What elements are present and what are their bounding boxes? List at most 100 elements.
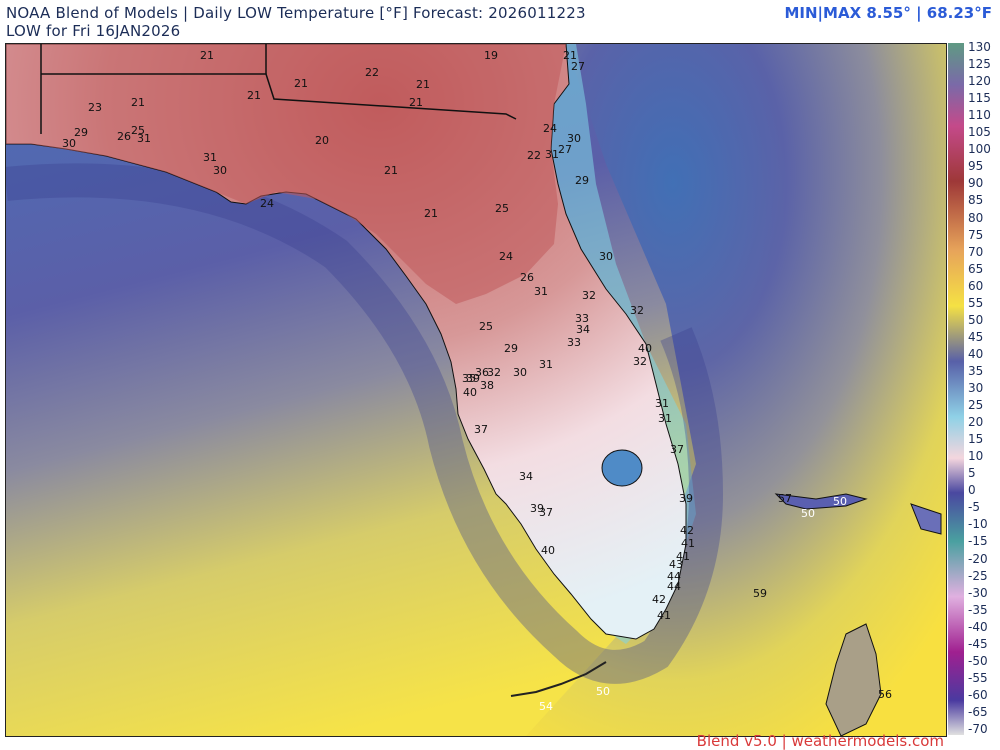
temperature-label: 44 [667,570,681,583]
atlantic-field [526,44,946,736]
temperature-label: 24 [260,197,274,210]
temperature-label: 21 [563,49,577,62]
temperature-label: 50 [833,495,847,508]
temperature-label: 36 [475,366,489,379]
colorbar-tick-label: 105 [968,125,991,140]
temperature-label: 37 [670,443,684,456]
temperature-label: 22 [527,149,541,162]
temperature-label: 31 [545,148,559,161]
temperature-label: 31 [539,358,553,371]
temperature-label: 21 [294,77,308,90]
colorbar-tick-label: -5 [968,500,980,515]
temperature-label: 21 [200,49,214,62]
temperature-label: 21 [424,207,438,220]
colorbar-tick-label: 75 [968,227,984,242]
colorbar-tick-label: 65 [968,261,984,276]
temperature-label: 26 [520,271,534,284]
temperature-label: 29 [575,174,589,187]
temperature-label: 42 [652,593,666,606]
colorbar-tick-label: -55 [968,670,988,685]
colorbar-tick-label: 100 [968,142,991,157]
colorbar-tick-label: 0 [968,483,976,498]
temperature-label: 34 [576,323,590,336]
colorbar-tick-label: 70 [968,244,984,259]
temperature-label: 26 [117,130,131,143]
bahamas-island [910,503,942,535]
forecast-map: 21 19 21 27 22 21 21 21 21 23 21 25 29 26 31 30 20 24 30 27… [5,43,947,737]
temperature-label: 27 [558,143,572,156]
colorbar-tick-label: 110 [968,108,991,123]
temperature-label: 34 [519,470,533,483]
temperature-label: 39 [530,502,544,515]
colorbar-tick-label: -40 [968,619,988,634]
temperature-label: 30 [599,250,613,263]
temperature-label: 41 [676,550,690,563]
colorbar-tick-label: 15 [968,432,984,447]
temperature-label: 29 [74,126,88,139]
colorbar-tick-label: 30 [968,381,984,395]
colorbar-tick-label: 5 [968,466,976,481]
credit-text: Blend v5.0 | weathermodels.com [696,732,944,750]
temperature-label: 30 [213,164,227,177]
florida-keys [510,661,607,697]
temperature-label: 44 [667,580,681,593]
temperature-label: 38 [480,379,494,392]
temperature-label: 42 [680,524,694,537]
colorbar-tick-label: 25 [968,398,984,413]
temperature-label: 21 [409,96,423,109]
temperature-label: 50 [801,507,815,520]
temperature-label: 59 [753,587,767,600]
temperature-label: 32 [630,304,644,317]
colorbar-tick-label: -20 [968,551,988,566]
temperature-label: 27 [571,60,585,73]
temperature-label: 30 [62,137,76,150]
colorbar-tick-label: -50 [968,653,988,668]
colorbar-tick-label: 85 [968,193,984,208]
colorbar-tick-label: 60 [968,278,984,293]
temperature-label: 29 [504,342,518,355]
temperature-label: 30 [567,132,581,145]
temperature-label: 56 [878,688,892,701]
temperature-label: 23 [88,101,102,114]
colorbar-tick-label: 20 [968,415,984,430]
temperature-label: 37 [539,506,553,519]
temperature-label: 20 [315,134,329,147]
temperature-label: 39 [679,492,693,505]
colorbar-tick-label: -25 [968,568,988,583]
temperature-label: 32 [582,289,596,302]
temperature-label: 37 [474,423,488,436]
offshore-band [6,163,724,684]
min-max-readout: MIN|MAX 8.55° | 68.23°F [784,4,993,22]
temperature-label: 31 [534,285,548,298]
temperature-label: 24 [499,250,513,263]
temperature-label: 25 [131,124,145,137]
temperature-label: 21 [384,164,398,177]
temperature-label: 35 [462,372,476,385]
colorbar-tick-label: 130 [968,40,991,54]
temperature-label: 32 [633,355,647,368]
temperature-label: 31 [203,151,217,164]
temperature-label: 40 [638,342,652,355]
temperature-label: 43 [669,558,683,571]
colorbar-tick-label: -70 [968,722,988,736]
temperature-label: 19 [484,49,498,62]
temperature-label: 32 [487,366,501,379]
lake-okeechobee [601,449,643,487]
colorbar-labels: 130 125 120 115 110 105 100 95 90 85 80 75 70 65 60 55 5… [968,40,1000,736]
colorbar [948,43,964,735]
temperature-label: 21 [131,96,145,109]
colorbar-tick-label: -65 [968,704,988,719]
temperature-label: 40 [541,544,555,557]
colorbar-tick-label: 35 [968,363,984,378]
colorbar-tick-label: -35 [968,602,988,617]
temperature-label: 31 [137,132,151,145]
temperature-label: 40 [463,386,477,399]
colorbar-tick-label: 80 [968,210,984,225]
colorbar-tick-label: 95 [968,159,984,174]
map-title: NOAA Blend of Models | Daily LOW Tempera… [6,4,586,22]
colorbar-tick-label: 10 [968,449,984,464]
colorbar-tick-label: -15 [968,534,988,549]
temperature-label: 30 [513,366,527,379]
temperature-label: 41 [657,609,671,622]
temperature-label: 24 [543,122,557,135]
